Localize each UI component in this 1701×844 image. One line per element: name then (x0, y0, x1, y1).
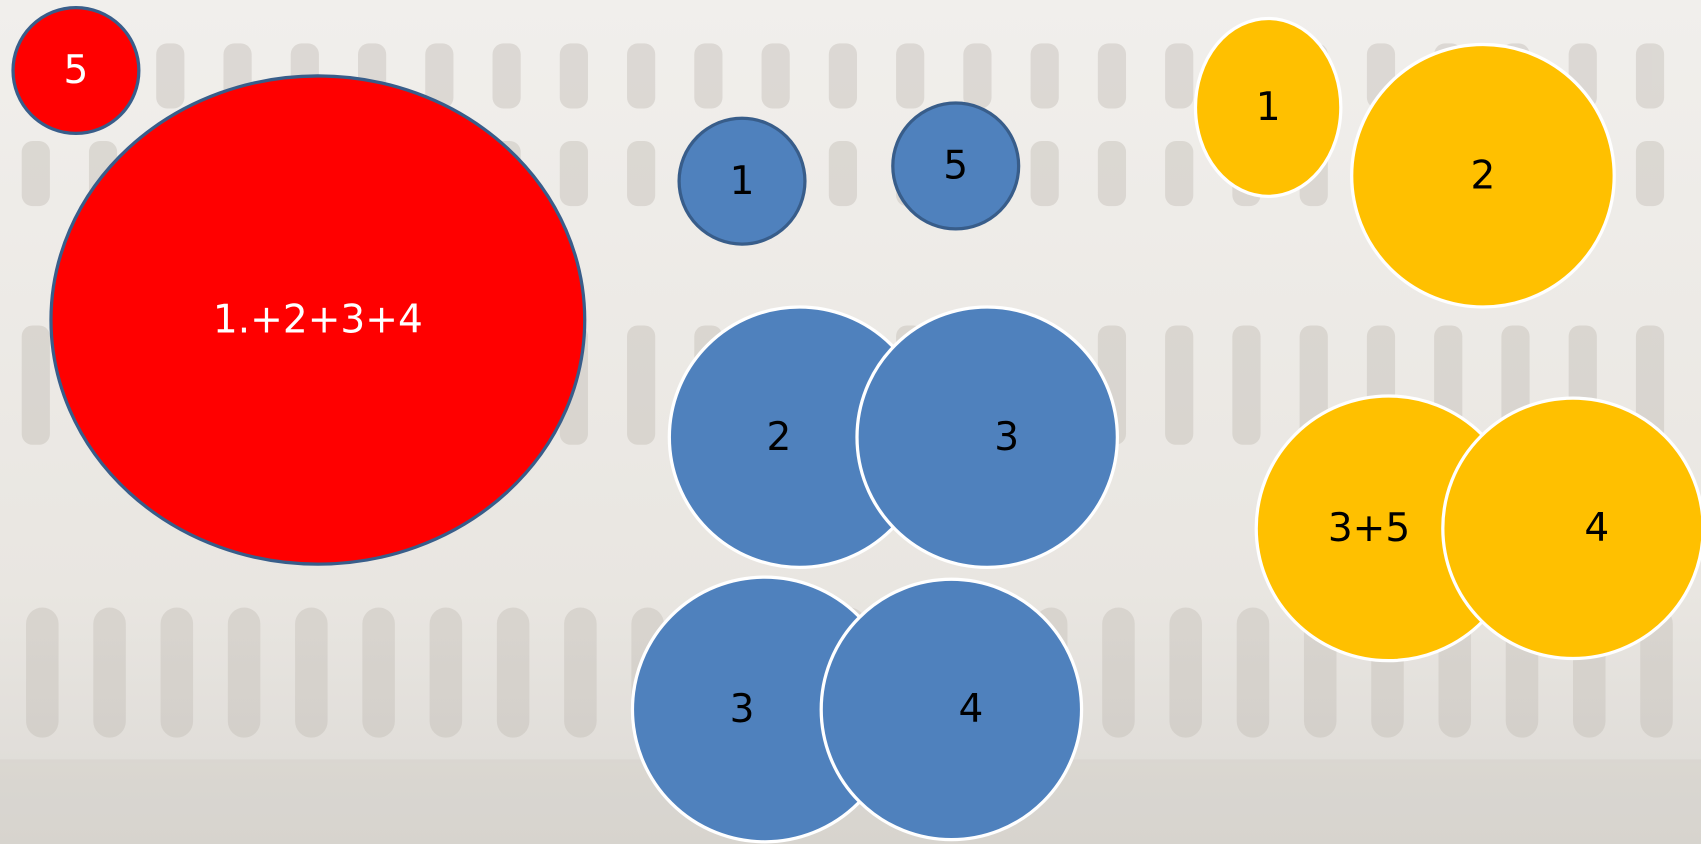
slide: 5 1.+2+3+4 1 5 2 3 3 4 1 2 3+5 4 (0, 0, 1701, 844)
circle-label: 4 (958, 687, 983, 732)
window (762, 43, 790, 108)
window (896, 43, 924, 108)
circle-label: 1 (1256, 85, 1281, 130)
window (627, 43, 655, 108)
window (1031, 43, 1059, 108)
window (1232, 325, 1260, 444)
window (1098, 141, 1126, 206)
arch (295, 608, 328, 738)
circle (821, 579, 1081, 839)
arch (564, 608, 597, 738)
window (1636, 43, 1664, 108)
window (156, 43, 184, 108)
arch (1169, 608, 1202, 738)
window (829, 43, 857, 108)
window (22, 325, 50, 444)
arch (93, 608, 126, 738)
window (694, 43, 722, 108)
window (627, 141, 655, 206)
arch (1237, 608, 1270, 738)
window (1165, 325, 1193, 444)
window (22, 141, 50, 206)
window (1165, 43, 1193, 108)
window (1636, 141, 1664, 206)
arch (362, 608, 395, 738)
arch (161, 608, 194, 738)
circle (857, 307, 1117, 567)
arch (1102, 608, 1135, 738)
arch (26, 608, 59, 738)
arch (430, 608, 463, 738)
circle-label: 2 (766, 415, 791, 460)
window (963, 43, 991, 108)
window (627, 325, 655, 444)
circle-label: 1 (730, 159, 755, 204)
window (1031, 141, 1059, 206)
circle-label: 5 (64, 48, 89, 93)
circle-label: 2 (1471, 153, 1496, 198)
circle-label: 1.+2+3+4 (213, 298, 423, 343)
window (493, 43, 521, 108)
arch (228, 608, 261, 738)
circle-label: 3 (994, 415, 1019, 460)
window (1098, 43, 1126, 108)
circle-label: 3 (730, 687, 755, 732)
circle-label: 4 (1584, 506, 1609, 551)
circle-label: 3+5 (1328, 506, 1410, 551)
window (829, 141, 857, 206)
window (1165, 141, 1193, 206)
circle (1443, 398, 1701, 658)
window (560, 141, 588, 206)
circle-label: 5 (943, 144, 968, 189)
window (560, 43, 588, 108)
arch (497, 608, 530, 738)
